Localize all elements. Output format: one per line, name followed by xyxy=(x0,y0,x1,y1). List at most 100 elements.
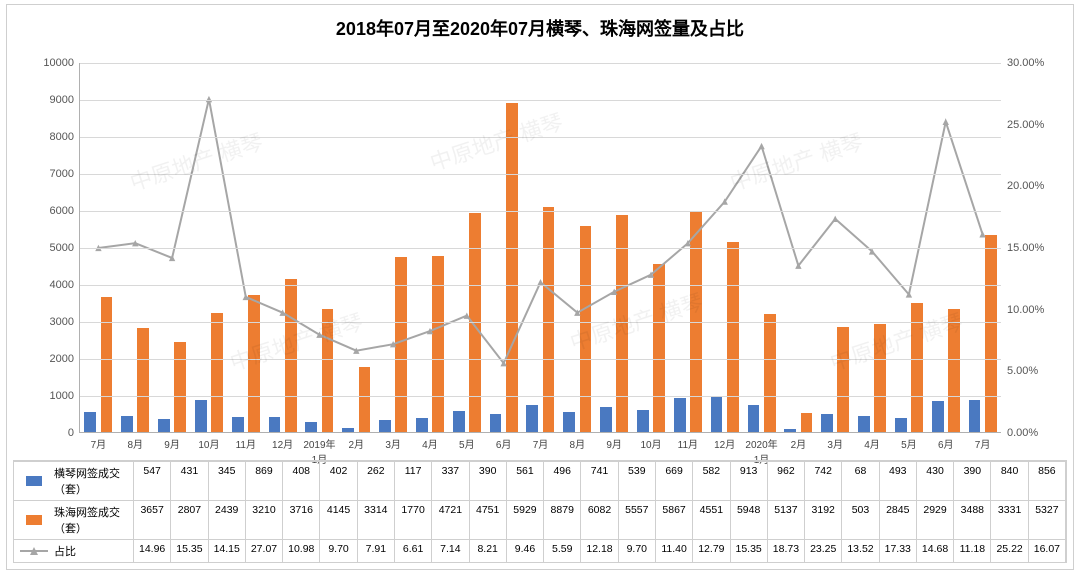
y-left-tick: 1000 xyxy=(50,390,80,402)
table-cell: 6082 xyxy=(581,500,618,539)
table-cell: 3192 xyxy=(805,500,842,539)
table-cell: 23.25 xyxy=(805,539,842,562)
table-cell: 1770 xyxy=(395,500,432,539)
table-cell: 5948 xyxy=(731,500,768,539)
gridline xyxy=(80,396,1001,397)
ratio-line xyxy=(98,99,982,363)
table-cell: 3657 xyxy=(134,500,171,539)
table-cell: 12.79 xyxy=(693,539,730,562)
y-left-tick: 3000 xyxy=(50,316,80,328)
gridline xyxy=(80,100,1001,101)
table-cell: 9.70 xyxy=(320,539,357,562)
y-left-tick: 8000 xyxy=(50,131,80,143)
table-cell: 493 xyxy=(880,461,917,500)
x-category-label: 4月 xyxy=(854,432,891,451)
bar-icon xyxy=(20,514,48,526)
table-cell: 8879 xyxy=(544,500,581,539)
x-category-label: 9月 xyxy=(596,432,633,451)
y-left-tick: 0 xyxy=(68,427,80,439)
table-row: 横琴网签成交（套）5474313458694084022621173373905… xyxy=(14,461,1066,500)
legend-head: 横琴网签成交（套） xyxy=(14,461,134,500)
table-cell: 3488 xyxy=(954,500,991,539)
legend-head: 珠海网签成交（套） xyxy=(14,500,134,539)
legend-label: 占比 xyxy=(54,543,76,559)
y-right-tick: 0.00% xyxy=(1001,427,1038,439)
x-category-label: 9月 xyxy=(154,432,191,451)
table-cell: 2929 xyxy=(917,500,954,539)
table-cell: 14.68 xyxy=(917,539,954,562)
table-cell: 15.35 xyxy=(171,539,208,562)
table-cell: 962 xyxy=(768,461,805,500)
gridline xyxy=(80,137,1001,138)
gridline xyxy=(80,359,1001,360)
legend-label: 横琴网签成交（套） xyxy=(54,465,127,497)
table-cell: 11.40 xyxy=(656,539,693,562)
table-cell: 742 xyxy=(805,461,842,500)
gridline xyxy=(80,174,1001,175)
y-left-tick: 9000 xyxy=(50,94,80,106)
table-cell: 10.98 xyxy=(283,539,320,562)
x-category-label: 6月 xyxy=(927,432,964,451)
legend-label: 珠海网签成交（套） xyxy=(54,504,127,536)
table-cell: 5.59 xyxy=(544,539,581,562)
gridline xyxy=(80,63,1001,64)
bar-icon xyxy=(20,475,48,487)
x-category-label: 8月 xyxy=(559,432,596,451)
table-cell: 5137 xyxy=(768,500,805,539)
x-category-label: 5月 xyxy=(448,432,485,451)
table-cell: 11.18 xyxy=(954,539,991,562)
table-cell: 17.33 xyxy=(880,539,917,562)
y-left-tick: 7000 xyxy=(50,168,80,180)
x-category-label: 11月 xyxy=(227,432,264,451)
table-cell: 68 xyxy=(842,461,879,500)
y-left-tick: 5000 xyxy=(50,242,80,254)
table-cell: 18.73 xyxy=(768,539,805,562)
table-cell: 547 xyxy=(134,461,171,500)
table-cell: 7.14 xyxy=(432,539,469,562)
chart-container: 2018年07月至2020年07月横琴、珠海网签量及占比 7月8月9月10月11… xyxy=(6,4,1074,570)
table-cell: 4551 xyxy=(693,500,730,539)
table-cell: 503 xyxy=(842,500,879,539)
table-cell: 2845 xyxy=(880,500,917,539)
gridline xyxy=(80,248,1001,249)
ratio-marker xyxy=(832,216,838,222)
table-cell: 117 xyxy=(395,461,432,500)
x-category-label: 8月 xyxy=(117,432,154,451)
table-cell: 13.52 xyxy=(842,539,879,562)
gridline xyxy=(80,322,1001,323)
x-category-label: 6月 xyxy=(485,432,522,451)
table-cell: 3210 xyxy=(246,500,283,539)
table-cell: 390 xyxy=(954,461,991,500)
table-cell: 25.22 xyxy=(991,539,1028,562)
table-cell: 15.35 xyxy=(731,539,768,562)
table-cell: 408 xyxy=(283,461,320,500)
table-cell: 16.07 xyxy=(1029,539,1066,562)
table-cell: 6.61 xyxy=(395,539,432,562)
x-category-label: 12月 xyxy=(264,432,301,451)
x-category-label: 10月 xyxy=(191,432,228,451)
plot-area: 7月8月9月10月11月12月2019年1月2月3月4月5月6月7月8月9月10… xyxy=(79,63,1001,433)
x-category-label: 11月 xyxy=(669,432,706,451)
table-cell: 561 xyxy=(507,461,544,500)
table-cell: 7.91 xyxy=(358,539,395,562)
table-cell: 345 xyxy=(209,461,246,500)
data-table: 横琴网签成交（套）5474313458694084022621173373905… xyxy=(13,460,1067,563)
table-cell: 9.70 xyxy=(619,539,656,562)
y-right-tick: 5.00% xyxy=(1001,365,1038,377)
y-left-tick: 2000 xyxy=(50,353,80,365)
table-cell: 669 xyxy=(656,461,693,500)
table-cell: 27.07 xyxy=(246,539,283,562)
table-cell: 390 xyxy=(470,461,507,500)
table-cell: 14.15 xyxy=(209,539,246,562)
table-cell: 4721 xyxy=(432,500,469,539)
y-right-tick: 25.00% xyxy=(1001,119,1044,131)
table-cell: 5327 xyxy=(1029,500,1066,539)
x-category-label: 2月 xyxy=(338,432,375,451)
y-right-tick: 10.00% xyxy=(1001,304,1044,316)
table-cell: 2439 xyxy=(209,500,246,539)
y-right-tick: 30.00% xyxy=(1001,57,1044,69)
table-cell: 5867 xyxy=(656,500,693,539)
x-category-label: 5月 xyxy=(890,432,927,451)
y-right-tick: 15.00% xyxy=(1001,242,1044,254)
table-cell: 869 xyxy=(246,461,283,500)
